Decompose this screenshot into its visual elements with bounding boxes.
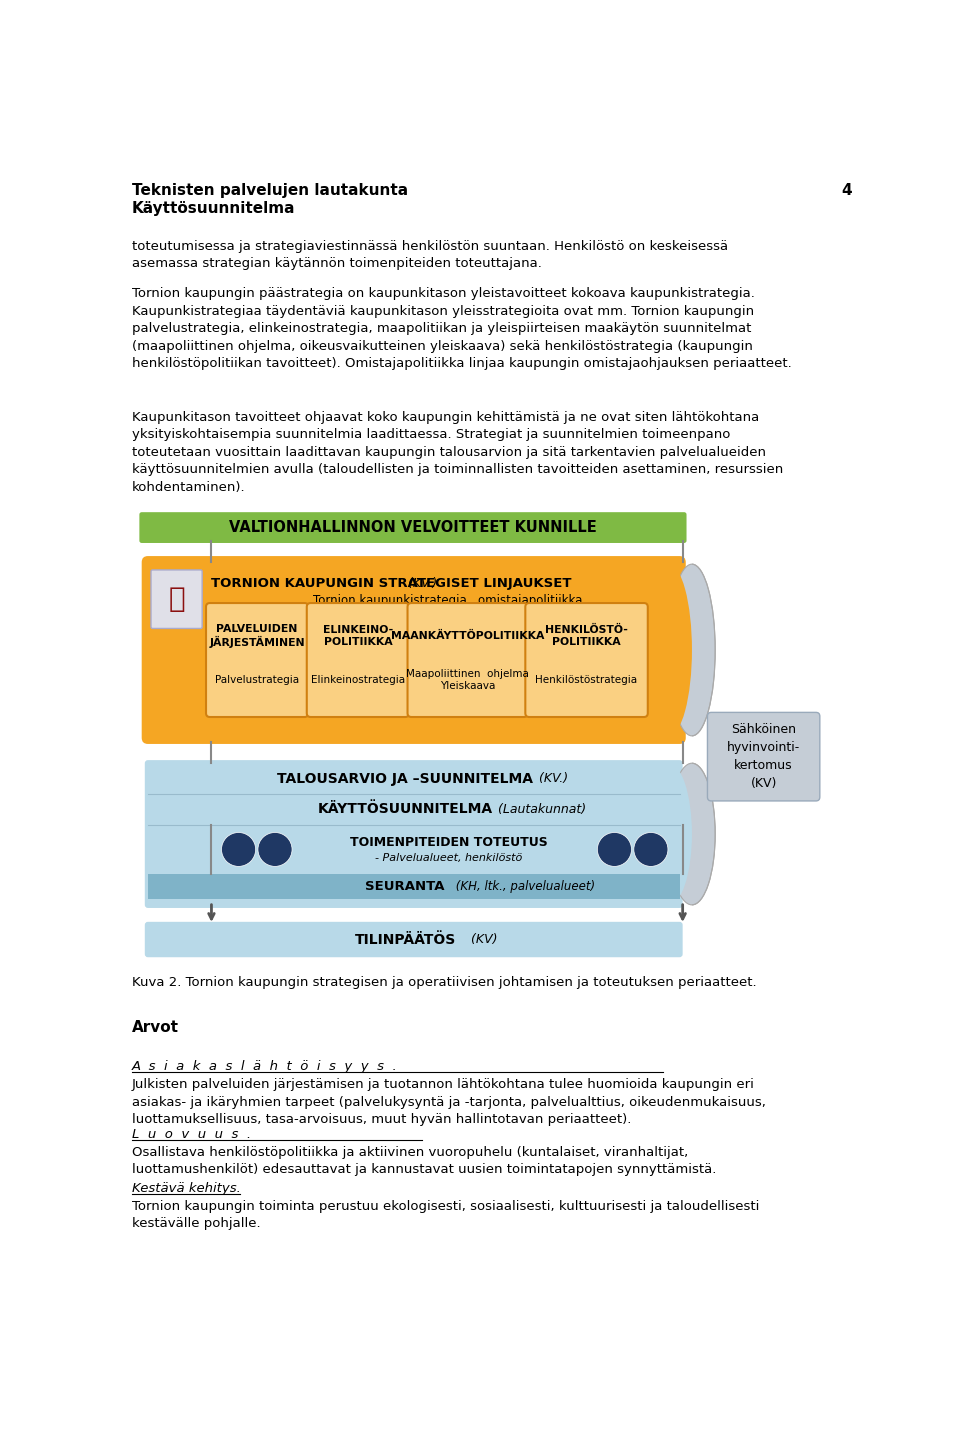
Text: Maapoliittinen  ohjelma
Yleiskaava: Maapoliittinen ohjelma Yleiskaava <box>406 669 529 690</box>
Text: (KV.): (KV.) <box>403 577 437 590</box>
Text: Teknisten palvelujen lautakunta
Käyttösuunnitelma: Teknisten palvelujen lautakunta Käyttösu… <box>132 183 408 216</box>
Text: A  s  i  a  k  a  s  l  ä  h  t  ö  i  s  y  y  s  .: A s i a k a s l ä h t ö i s y y s . <box>132 1061 397 1074</box>
FancyBboxPatch shape <box>145 760 683 908</box>
Circle shape <box>222 832 255 866</box>
Ellipse shape <box>645 564 692 736</box>
Text: toteutumisessa ja strategiaviestinnässä henkilöstön suuntaan. Henkilöstö on kesk: toteutumisessa ja strategiaviestinnässä … <box>132 239 728 271</box>
Text: TALOUSARVIO JA –SUUNNITELMA: TALOUSARVIO JA –SUUNNITELMA <box>277 772 533 786</box>
Text: TORNION KAUPUNGIN STRATEGISET LINJAUKSET: TORNION KAUPUNGIN STRATEGISET LINJAUKSET <box>211 577 572 590</box>
Ellipse shape <box>669 763 715 905</box>
FancyBboxPatch shape <box>708 712 820 800</box>
Text: ⛪: ⛪ <box>168 586 185 613</box>
Text: (KV): (KV) <box>468 934 497 947</box>
FancyBboxPatch shape <box>151 570 203 629</box>
Text: TOIMENPITEIDEN TOTEUTUS: TOIMENPITEIDEN TOTEUTUS <box>349 836 547 849</box>
Text: Tornion kaupungin toiminta perustuu ekologisesti, sosiaalisesti, kulttuurisesti : Tornion kaupungin toiminta perustuu ekol… <box>132 1200 759 1230</box>
Text: ELINKEINO-
POLITIIKKA: ELINKEINO- POLITIIKKA <box>323 626 393 647</box>
Text: Sähköinen
hyvinvointi-
kertomus
(KV): Sähköinen hyvinvointi- kertomus (KV) <box>727 723 801 790</box>
FancyBboxPatch shape <box>307 603 409 717</box>
Text: Kuva 2. Tornion kaupungin strategisen ja operatiivisen johtamisen ja toteutuksen: Kuva 2. Tornion kaupungin strategisen ja… <box>132 975 756 988</box>
Ellipse shape <box>669 564 715 736</box>
Text: VALTIONHALLINNON VELVOITTEET KUNNILLE: VALTIONHALLINNON VELVOITTEET KUNNILLE <box>229 520 597 536</box>
Text: (KV.): (KV.) <box>536 772 568 785</box>
Text: KÄYTTÖSUUNNITELMA: KÄYTTÖSUUNNITELMA <box>318 802 492 816</box>
Circle shape <box>597 832 632 866</box>
Ellipse shape <box>645 763 692 905</box>
Text: Palvelustrategia: Palvelustrategia <box>215 674 300 684</box>
Text: MAANKÄYTTÖPOLITIIKKA: MAANKÄYTTÖPOLITIIKKA <box>391 632 544 642</box>
Text: L  u  o  v  u  u  s  .: L u o v u u s . <box>132 1128 251 1141</box>
FancyBboxPatch shape <box>139 513 686 543</box>
Text: Arvot: Arvot <box>132 1021 179 1035</box>
Text: - Palvelualueet, henkilöstö: - Palvelualueet, henkilöstö <box>375 853 522 863</box>
Text: 4: 4 <box>842 183 852 199</box>
Text: PALVELUIDEN
JÄRJESTÄMINEN: PALVELUIDEN JÄRJESTÄMINEN <box>209 624 305 649</box>
Text: Osallistava henkilöstöpolitiikka ja aktiivinen vuoropuhelu (kuntalaiset, viranha: Osallistava henkilöstöpolitiikka ja akti… <box>132 1146 716 1177</box>
Circle shape <box>634 832 668 866</box>
Text: TILINPÄÄTÖS: TILINPÄÄTÖS <box>354 932 456 947</box>
FancyBboxPatch shape <box>206 603 308 717</box>
Text: (KH, ltk., palvelualueet): (KH, ltk., palvelualueet) <box>452 879 595 894</box>
Text: Julkisten palveluiden järjestämisen ja tuotannon lähtökohtana tulee huomioida ka: Julkisten palveluiden järjestämisen ja t… <box>132 1078 765 1126</box>
Text: Henkilöstöstrategia: Henkilöstöstrategia <box>536 674 637 684</box>
Circle shape <box>258 832 292 866</box>
FancyBboxPatch shape <box>148 874 680 899</box>
Text: Tornion kaupungin päästrategia on kaupunkitason yleistavoitteet kokoava kaupunki: Tornion kaupungin päästrategia on kaupun… <box>132 288 791 371</box>
Text: SEURANTA: SEURANTA <box>366 879 444 894</box>
Text: Kaupunkitason tavoitteet ohjaavat koko kaupungin kehittämistä ja ne ovat siten l: Kaupunkitason tavoitteet ohjaavat koko k… <box>132 411 782 494</box>
FancyBboxPatch shape <box>142 556 685 745</box>
Text: (Lautakunnat): (Lautakunnat) <box>494 803 587 816</box>
FancyBboxPatch shape <box>525 603 648 717</box>
Text: Elinkeinostrategia: Elinkeinostrategia <box>311 674 405 684</box>
FancyBboxPatch shape <box>408 603 528 717</box>
FancyBboxPatch shape <box>145 922 683 957</box>
Text: Tornion kaupunkistrategia,  omistajapolitiikka: Tornion kaupunkistrategia, omistajapolit… <box>313 594 583 607</box>
Text: HENKILÖSTÖ-
POLITIIKKA: HENKILÖSTÖ- POLITIIKKA <box>545 626 628 647</box>
Text: Kestävä kehitys.: Kestävä kehitys. <box>132 1181 241 1196</box>
